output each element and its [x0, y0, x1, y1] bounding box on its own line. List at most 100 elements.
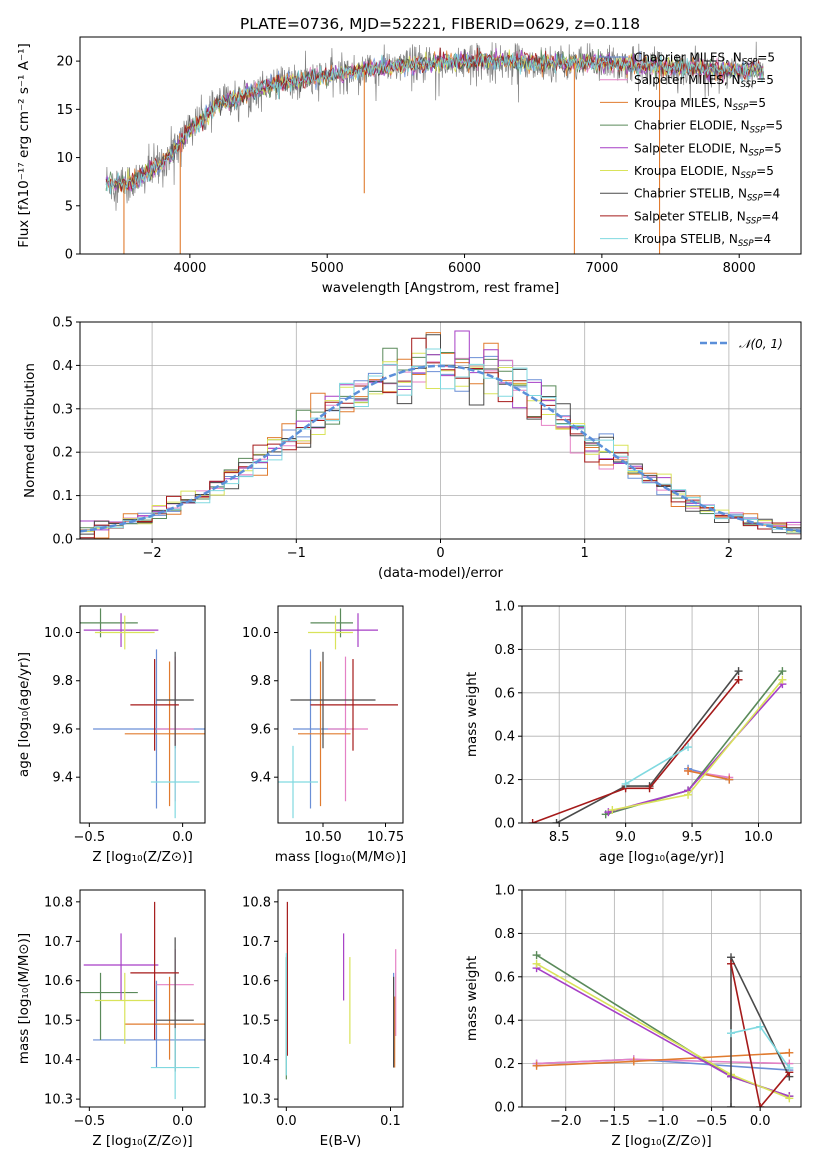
- error-cross-chabrier-elodie: [80, 972, 138, 1040]
- y-tick-label: 0.5: [52, 316, 73, 331]
- plot-area: [278, 608, 398, 819]
- legend-entry: Kroupa MILES, NSSP=5: [634, 96, 766, 113]
- weight-line: [556, 670, 740, 823]
- weight-line-kroupa-elodie: [608, 675, 787, 814]
- x-tick-label: −2: [143, 546, 162, 561]
- figure-title: PLATE=0736, MJD=52221, FIBERID=0629, z=0…: [240, 15, 640, 33]
- y-tick-label: 0.8: [494, 927, 515, 942]
- x-axis-label: age [log₁₀(age/yr)]: [599, 849, 724, 865]
- axes-frame: [521, 605, 802, 824]
- y-tick-label: 0.3: [52, 402, 73, 417]
- legend: Chabrier MILES, NSSP=5 Salpeter MILES, NS…: [600, 51, 783, 249]
- plot-area: [80, 330, 801, 539]
- error-cross-kroupa-elodie: [94, 615, 155, 650]
- weight-line: [612, 679, 784, 811]
- y-tick-label: 10.5: [44, 1014, 73, 1029]
- plot-area: [532, 951, 794, 1107]
- x-axis-label: Z [log₁₀(Z/Z⊙)]: [92, 1133, 192, 1149]
- error-cross-kroupa-elodie: [94, 972, 155, 1044]
- x-tick-label: −1.5: [599, 1114, 631, 1129]
- y-tick-label: 10.3: [44, 1093, 73, 1108]
- plot-area: [528, 667, 787, 823]
- axes-frame: [521, 889, 802, 1108]
- error-cross-chabrier-stelib: [156, 651, 194, 749]
- y-tick-label: 10.4: [44, 1053, 73, 1068]
- weight-marker: [684, 766, 693, 775]
- model-spectrum-chabrier-stelib: [105, 48, 764, 193]
- axes-frame: [277, 605, 404, 824]
- y-axis-label: age [log₁₀(age/yr)]: [16, 652, 32, 777]
- x-tick-label: 10.50: [304, 830, 341, 845]
- error-cross-salpeter-elodie: [335, 613, 378, 647]
- histogram-kroupa-stelib: [80, 348, 801, 539]
- y-tick-label: 9.4: [52, 771, 73, 786]
- y-tick-label: 0.0: [494, 817, 515, 832]
- y-tick-label: 9.8: [52, 674, 73, 689]
- weight-marker: [778, 667, 787, 676]
- x-tick-label: −1: [287, 546, 306, 561]
- x-axis-label: mass [log₁₀(M/M⊙)]: [275, 849, 406, 865]
- x-tick-label: 0.0: [172, 830, 193, 845]
- y-tick-label: 0.0: [494, 1101, 515, 1116]
- x-tick-label: 1: [581, 546, 589, 561]
- axes-frame: [277, 889, 404, 1108]
- weight-marker: [785, 1094, 794, 1103]
- error-cross-kroupa-miles: [298, 661, 351, 807]
- y-axis-label: Normed distribution: [22, 363, 38, 498]
- error-cross-kroupa-stelib: [150, 745, 200, 819]
- panel-weight-vs-age: 8.5 9.0 9.5 10.0 0.0 0.2 0.4 0.6 0.8 1.0 age [log₁…: [464, 600, 802, 865]
- legend-entry: Kroupa STELIB, NSSP=4: [634, 232, 771, 249]
- y-tick-label: 10.4: [242, 1053, 271, 1068]
- y-tick-label: 10.6: [242, 974, 271, 989]
- panel-mass-vs-ebv: 0.0 0.1 10.3 10.4 10.5 10.6 10.7 10.8 E(B-V): [242, 889, 404, 1149]
- y-tick-label: 1.0: [494, 884, 515, 899]
- panel-mass-vs-Z: −0.5 0.0 10.3 10.4 10.5 10.6 10.7 10.8 Z [log₁₀(…: [16, 889, 206, 1149]
- panel-age-vs-Z: −0.5 0.0 9.4 9.6 9.8 10.0 Z [log₁₀(Z/Z⊙)] age […: [16, 605, 206, 865]
- x-tick-label: 10.0: [744, 830, 773, 845]
- x-tick-label: 0.0: [172, 1114, 193, 1129]
- weight-marker: [734, 667, 743, 676]
- weight-marker: [734, 675, 743, 684]
- legend-entry: Chabrier STELIB, NSSP=4: [634, 187, 780, 204]
- weight-marker: [756, 1103, 765, 1107]
- x-axis-label: Z [log₁₀(Z/Z⊙)]: [92, 849, 192, 865]
- weight-marker: [552, 819, 561, 823]
- x-tick-label: 8000: [723, 261, 756, 276]
- y-tick-label: 10.0: [242, 626, 271, 641]
- error-cross-salpeter-stelib: [130, 659, 179, 751]
- x-axis-label: wavelength [Angstrom, rest frame]: [322, 280, 560, 296]
- gaussian-curve: [80, 364, 801, 533]
- x-tick-label: 7000: [585, 261, 618, 276]
- error-cross-salpeter-stelib: [130, 901, 179, 1040]
- x-tick-label: −0.5: [74, 1114, 106, 1129]
- x-tick-label: 4000: [173, 261, 206, 276]
- weight-marker: [684, 743, 693, 752]
- y-tick-label: 0.0: [52, 533, 73, 548]
- x-tick-label: 10.75: [367, 830, 404, 845]
- x-tick-label: 9.5: [682, 830, 703, 845]
- weight-marker: [725, 775, 734, 784]
- weight-line-kroupa-stelib: [727, 1022, 794, 1072]
- weight-marker: [532, 959, 541, 968]
- y-axis-label: mass weight: [464, 956, 480, 1041]
- y-axis-label: Flux [fλ10⁻¹⁷ erg cm⁻² s⁻¹ A⁻¹]: [16, 43, 32, 248]
- axes-frame: [79, 36, 802, 255]
- y-tick-label: 10.8: [44, 895, 73, 910]
- y-tick-label: 10.5: [242, 1014, 271, 1029]
- y-tick-label: 5: [65, 199, 73, 214]
- weight-marker: [727, 1103, 736, 1107]
- weight-marker: [785, 1048, 794, 1057]
- x-tick-label: 0.0: [750, 1114, 771, 1129]
- plot-area: [105, 41, 764, 254]
- weight-marker: [532, 1061, 541, 1070]
- weight-marker: [785, 1063, 794, 1072]
- y-tick-label: 15: [56, 103, 73, 118]
- x-tick-label: 0: [436, 546, 444, 561]
- y-tick-label: 20: [56, 55, 73, 70]
- y-tick-label: 10: [56, 151, 73, 166]
- y-tick-label: 0.6: [494, 970, 515, 985]
- y-tick-label: 10.7: [242, 935, 271, 950]
- x-tick-label: 5000: [311, 261, 344, 276]
